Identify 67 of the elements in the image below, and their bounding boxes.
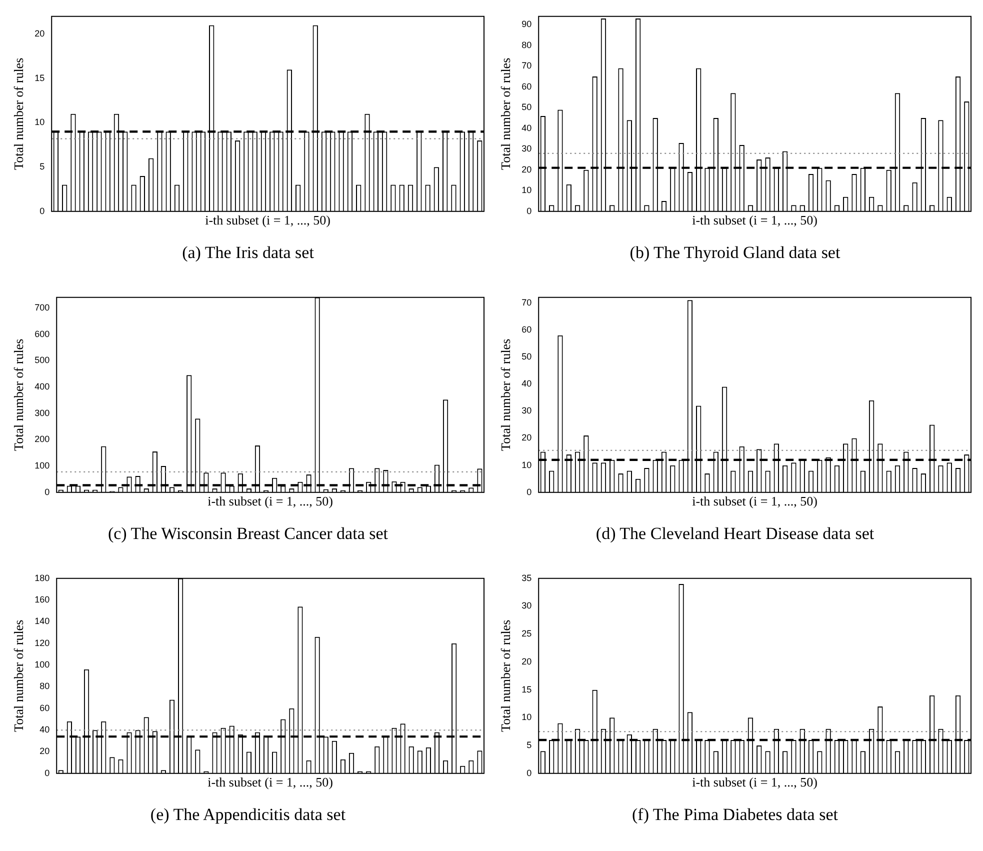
y-tick-label: 100: [34, 460, 50, 471]
text: (c) The Wisconsin Breast Cancer data set: [106, 524, 390, 545]
y-tick-label: 10: [34, 117, 45, 128]
y-tick-label: 10: [522, 460, 532, 470]
y-tick-label: 700: [34, 302, 50, 312]
y-tick-label: 20: [522, 432, 532, 443]
y-tick-label: 40: [522, 378, 532, 389]
x-axis-title: i-th subset (i = 1, ..., 50): [208, 494, 334, 509]
y-tick-label: 80: [40, 681, 50, 692]
y-tick-label: 200: [34, 434, 50, 444]
y-tick-label: 30: [522, 144, 532, 154]
y-tick-label: 20: [522, 164, 532, 174]
y-tick-label: 0: [44, 486, 50, 497]
y-tick-label: 90: [522, 19, 532, 30]
y-tick-label: 25: [522, 628, 532, 639]
x-axis-title: i-th subset (i = 1, ..., 50): [692, 212, 818, 228]
y-axis-title: Total number of rules: [498, 58, 514, 170]
y-tick-label: 300: [34, 408, 50, 418]
y-tick-label: 70: [522, 60, 532, 71]
y-tick-label: 80: [522, 40, 532, 50]
y-tick-label: 140: [34, 616, 50, 626]
y-tick-label: 20: [522, 656, 532, 666]
y-tick-label: 5: [526, 740, 532, 750]
y-tick-label: 0: [526, 768, 532, 778]
y-tick-label: 15: [34, 72, 45, 83]
y-tick-label: 0: [526, 486, 532, 497]
y-tick-label: 30: [522, 600, 532, 611]
y-tick-label: 40: [40, 724, 50, 735]
y-tick-label: 30: [522, 406, 532, 416]
y-tick-label: 35: [522, 572, 532, 583]
x-axis-title: i-th subset (i = 1, ..., 50): [692, 774, 818, 790]
y-tick-label: 60: [522, 81, 532, 92]
text: (d) The Cleveland Heart Disease data set: [594, 524, 876, 545]
text: (e) The Appendicitis data set: [149, 805, 347, 826]
y-tick-label: 100: [34, 660, 50, 670]
y-tick-label: 10: [522, 712, 532, 722]
y-tick-label: 500: [34, 355, 50, 366]
y-tick-label: 50: [522, 351, 532, 362]
x-axis-title: i-th subset (i = 1, ..., 50): [692, 494, 818, 509]
x-axis-title: i-th subset (i = 1, ..., 50): [205, 212, 331, 228]
y-tick-label: 10: [522, 185, 532, 196]
y-tick-label: 60: [522, 324, 532, 334]
y-tick-label: 50: [522, 102, 532, 112]
y-tick-label: 5: [40, 162, 45, 172]
y-tick-label: 20: [34, 28, 45, 39]
y-tick-label: 120: [34, 638, 50, 648]
y-tick-label: 15: [522, 684, 532, 694]
y-axis-title: Total number of rules: [498, 338, 514, 451]
text: (f) The Pima Diabetes data set: [631, 805, 839, 826]
y-tick-label: 400: [34, 381, 50, 392]
y-tick-label: 20: [40, 746, 50, 756]
y-tick-label: 600: [34, 328, 50, 339]
y-tick-label: 40: [522, 122, 532, 133]
text: (b) The Thyroid Gland data set: [628, 243, 842, 264]
y-tick-label: 0: [40, 206, 45, 216]
y-tick-label: 0: [526, 206, 532, 216]
y-axis-title: Total number of rules: [11, 620, 26, 732]
y-tick-label: 0: [44, 768, 50, 778]
y-tick-label: 60: [40, 702, 50, 713]
text: (a) The Iris data set: [181, 243, 315, 264]
y-tick-label: 160: [34, 594, 50, 605]
y-tick-label: 70: [522, 297, 532, 308]
y-axis-title: Total number of rules: [498, 620, 514, 732]
y-axis-title: Total number of rules: [11, 58, 26, 170]
y-axis-title: Total number of rules: [11, 338, 26, 451]
x-axis-title: i-th subset (i = 1, ..., 50): [208, 774, 334, 790]
y-tick-label: 180: [34, 572, 50, 583]
